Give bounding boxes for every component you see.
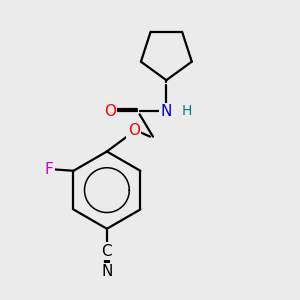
Text: C: C — [102, 244, 112, 259]
Text: H: H — [182, 104, 192, 118]
Text: F: F — [45, 162, 53, 177]
Text: O: O — [128, 123, 140, 138]
Text: O: O — [104, 104, 116, 119]
Text: N: N — [161, 104, 172, 119]
Text: N: N — [101, 264, 112, 279]
